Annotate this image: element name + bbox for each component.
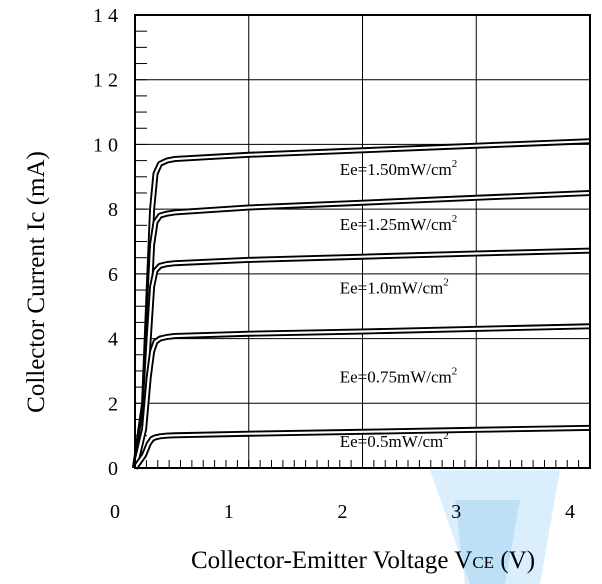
curve-label-4: Ee=0.5mW/cm2 [340,430,449,451]
y-tick-label: 4 [108,329,118,351]
x-axis-title-sub: CE [472,553,494,572]
curve-label-superscript: 2 [452,365,458,377]
y-tick-label: 1 0 [93,134,118,156]
y-tick-label: 6 [108,264,118,286]
series-line-inner-3 [133,325,591,469]
x-axis-title-main: Collector-Emitter Voltage V [191,547,472,574]
series-line-inner-2 [133,249,591,469]
plot-frame [134,14,591,469]
curve-label-superscript: 2 [443,276,449,288]
grid-lines [135,15,590,468]
y-tick-label: 1 4 [93,5,118,27]
curve-label-3: Ee=0.75mW/cm2 [340,365,458,386]
curve-label-2: Ee=1.0mW/cm2 [340,276,449,297]
y-tick-label: 0 [108,458,118,480]
curve-label-text: Ee=1.50mW/cm [340,160,452,179]
curve-labels: Ee=1.50mW/cm2Ee=1.25mW/cm2Ee=1.0mW/cm2Ee… [340,158,458,451]
series-line-inner-4 [134,426,591,469]
curve-label-text: Ee=0.5mW/cm [340,432,444,451]
x-tick-label: 2 [338,501,348,523]
curve-label-superscript: 2 [452,158,458,170]
curve-label-text: Ee=0.75mW/cm [340,367,452,386]
y-tick-label: 1 2 [93,70,118,92]
y-axis-title: Collector Current Ic (mA) [23,151,50,413]
x-tick-labels: 0 1 2 3 4 [110,501,575,523]
x-tick-label: 4 [565,501,575,523]
curves [132,138,591,470]
x-tick-label: 3 [451,501,461,523]
x-axis-title-unit: (V) [494,547,535,574]
watermark-logo [430,470,560,584]
x-axis-title: Collector-Emitter Voltage VCE (V) [191,547,535,574]
curve-label-superscript: 2 [452,213,458,225]
y-tick-labels: 0 2 4 6 8 1 0 1 2 1 4 [93,5,118,480]
curve-label-0: Ee=1.50mW/cm2 [340,158,458,179]
y-tick-label: 8 [108,199,118,221]
x-tick-label: 1 [224,501,234,523]
curve-label-superscript: 2 [443,430,449,442]
curve-label-text: Ee=1.25mW/cm [340,215,452,234]
x-tick-label: 0 [110,501,120,523]
curve-label-1: Ee=1.25mW/cm2 [340,213,458,234]
curve-label-text: Ee=1.0mW/cm [340,278,444,297]
y-tick-label: 2 [108,393,118,415]
